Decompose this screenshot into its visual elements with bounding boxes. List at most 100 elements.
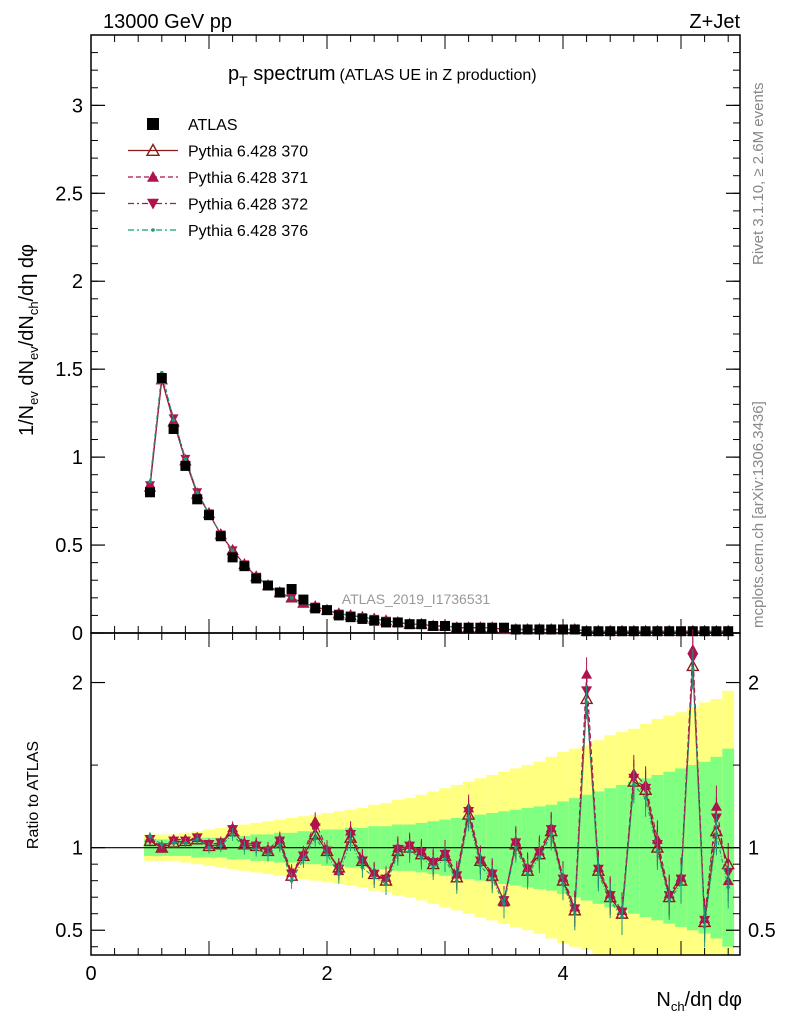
ratio-series-point: [581, 668, 593, 679]
legend-label: Pythia 6.428 371: [188, 170, 308, 187]
atlas-data-point: [593, 626, 604, 637]
ratio-series-point: [360, 865, 365, 870]
main-axes: 0 0.5 1 1.5 2 2.5 3: [55, 35, 740, 645]
atlas-data-point: [404, 619, 415, 630]
ratio-series-point: [266, 852, 270, 857]
ratio-series-point: [584, 700, 589, 705]
ratio-series-point: [632, 783, 636, 787]
ratio-series-point: [714, 832, 719, 837]
atlas-data-point: [322, 605, 332, 616]
main-ytick-label: 2: [72, 271, 83, 293]
legend-marker: [147, 198, 159, 210]
xlabel: Nch/dη dφ: [656, 989, 742, 1014]
atlas-data-point: [428, 620, 439, 631]
ratio-ytick-label-right: 1: [748, 838, 759, 860]
ratio-series-point: [148, 834, 152, 838]
ratio-series-point: [702, 925, 707, 929]
atlas-data-point: [192, 494, 203, 505]
atlas-data-point: [569, 624, 580, 635]
ratio-series-point: [643, 796, 648, 800]
ratio-series-point: [514, 845, 518, 850]
ratio-series-point: [348, 839, 353, 843]
ratio-series-point: [443, 857, 447, 862]
atlas-data-point: [652, 626, 663, 637]
chart-title: pT spectrum (ATLAS UE in Z production): [228, 63, 537, 89]
title-paren: (ATLAS UE in Z production): [340, 67, 537, 84]
main-ytick-label: 1.5: [55, 359, 83, 381]
atlas-data-point: [617, 626, 627, 637]
ratio-series-point: [537, 855, 542, 860]
ratio-series-point: [596, 872, 601, 876]
rivet-label: Rivet 3.1.10, ≥ 2.6M events: [750, 83, 767, 266]
ratio-series-point: [691, 667, 695, 672]
legend-marker: [147, 118, 159, 130]
ratio-series-point: [490, 877, 495, 881]
ratio-series-point: [620, 915, 624, 919]
main-ytick-label: 0.5: [55, 535, 83, 557]
main-ylabel: 1/Nev dNev/dNch/dη dφ: [16, 244, 41, 436]
atlas-data-point: [463, 622, 474, 633]
ratio-ytick-label: 2: [72, 673, 83, 695]
ratio-series-point: [573, 911, 577, 916]
ratio-series-point: [242, 845, 247, 850]
ratio-series-point: [549, 832, 553, 837]
atlas-data-point: [357, 613, 368, 624]
atlas-data-point: [416, 619, 427, 630]
header-right: Z+Jet: [689, 11, 740, 33]
ratio-series-point: [309, 823, 321, 834]
analysis-watermark: ATLAS_2019_I1736531: [342, 591, 491, 607]
atlas-data-point: [239, 561, 250, 572]
ratio-series-point: [407, 849, 412, 853]
ratio-series-point: [525, 872, 530, 876]
ratio-series-point: [419, 855, 424, 860]
atlas-data-point: [558, 624, 568, 635]
atlas-data-point: [345, 612, 356, 623]
ratio-series: [143, 629, 735, 948]
legend: ATLAS Pythia 6.428 370 Pythia 6.428 371 Pyt…: [128, 117, 308, 240]
atlas-data-point: [522, 624, 533, 635]
ratio-series-point: [478, 864, 483, 868]
main-series: [143, 370, 735, 637]
ratio-ylabel: Ratio to ATLAS: [25, 741, 42, 849]
legend-marker: [145, 143, 161, 157]
atlas-data-point: [581, 626, 592, 637]
atlas-data-point: [156, 372, 167, 383]
atlas-data-point: [664, 626, 675, 637]
ratio-series-point: [655, 849, 660, 853]
legend-label: ATLAS: [188, 117, 238, 134]
xtick-label: 2: [321, 963, 332, 985]
atlas-data-point: [227, 552, 238, 563]
ratio-series-point: [466, 816, 471, 820]
ratio-series-point: [219, 844, 223, 848]
header-left: 13000 GeV pp: [103, 11, 232, 33]
atlas-data-point: [263, 580, 273, 591]
main-ytick-label: 3: [72, 95, 83, 117]
ratio-series-point: [230, 832, 235, 837]
legend-marker: [151, 228, 155, 232]
main-series-point: [183, 457, 188, 461]
ratio-series-point: [608, 898, 612, 903]
ratio-ytick-label: 0.5: [55, 920, 83, 942]
legend-label: Pythia 6.428 376: [188, 223, 308, 240]
atlas-data-point: [392, 617, 403, 628]
ratio-series-line: [149, 649, 729, 919]
ratio-ytick-label-right: 0.5: [748, 920, 776, 942]
atlas-data-point: [310, 603, 321, 614]
ratio-series-point: [325, 852, 329, 857]
atlas-data-point: [451, 622, 462, 633]
atlas-data-point: [251, 573, 262, 584]
ratio-series-point: [195, 837, 199, 842]
atlas-data-point: [475, 622, 486, 633]
atlas-data-point: [628, 626, 639, 637]
ratio-series-point: [502, 902, 506, 906]
main-ytick-label: 0: [72, 623, 83, 645]
xtick-label: 0: [85, 963, 96, 985]
ratio-series-point: [431, 865, 436, 870]
ratio-series-point: [254, 847, 258, 852]
atlas-data-point: [204, 510, 214, 521]
atlas-data-point: [676, 626, 686, 637]
atlas-data-point: [286, 584, 297, 595]
atlas-data-point: [487, 622, 498, 633]
ratio-series-point: [667, 898, 671, 903]
